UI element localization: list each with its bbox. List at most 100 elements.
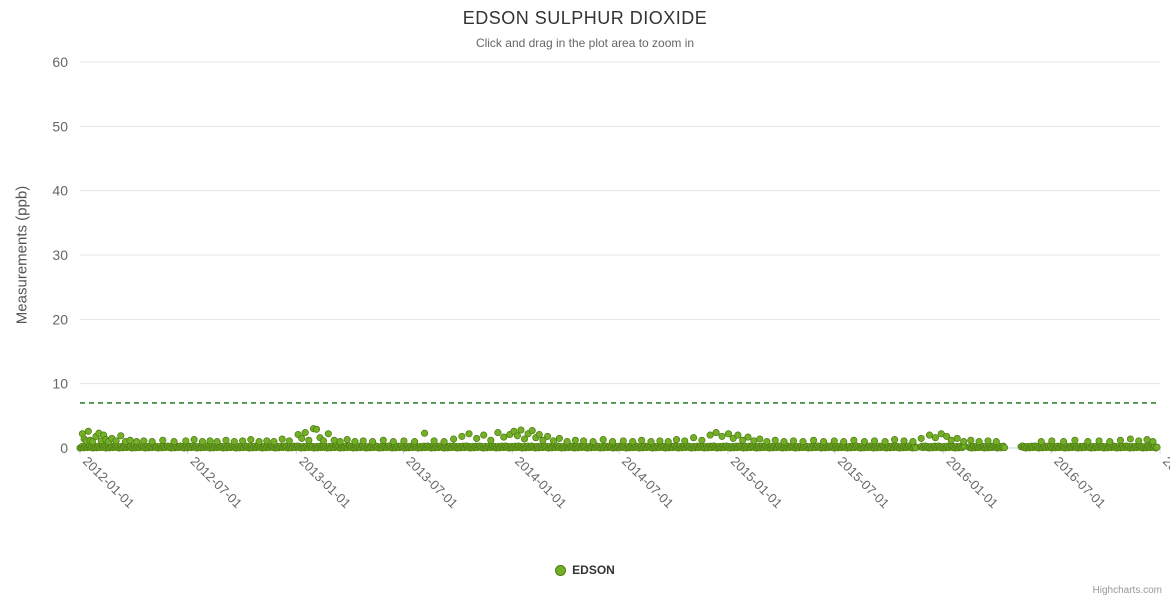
- data-point[interactable]: [520, 435, 529, 443]
- data-point[interactable]: [270, 438, 278, 446]
- data-point[interactable]: [563, 438, 571, 446]
- data-point[interactable]: [170, 438, 178, 446]
- data-point[interactable]: [698, 436, 706, 444]
- data-point[interactable]: [1048, 437, 1056, 445]
- data-point[interactable]: [1095, 437, 1103, 445]
- data-point[interactable]: [389, 438, 397, 446]
- data-point[interactable]: [763, 438, 771, 446]
- data-point[interactable]: [126, 436, 134, 444]
- data-point[interactable]: [198, 438, 206, 446]
- data-point[interactable]: [771, 436, 779, 444]
- data-point[interactable]: [712, 429, 720, 437]
- data-point[interactable]: [351, 438, 359, 446]
- data-point[interactable]: [528, 427, 536, 435]
- data-point[interactable]: [734, 431, 742, 439]
- data-point[interactable]: [343, 436, 351, 444]
- data-point[interactable]: [925, 431, 934, 439]
- data-point[interactable]: [943, 432, 951, 440]
- data-point[interactable]: [1071, 436, 1079, 444]
- data-point[interactable]: [465, 430, 473, 438]
- data-point[interactable]: [544, 432, 552, 440]
- legend-item-edson[interactable]: EDSON: [555, 563, 615, 577]
- data-point[interactable]: [750, 437, 758, 445]
- data-point[interactable]: [285, 437, 293, 445]
- data-point[interactable]: [706, 431, 714, 439]
- data-point[interactable]: [664, 438, 672, 446]
- data-point[interactable]: [599, 436, 607, 444]
- data-point[interactable]: [500, 433, 508, 441]
- data-point[interactable]: [960, 438, 968, 446]
- data-point[interactable]: [88, 438, 96, 446]
- data-point[interactable]: [870, 437, 879, 445]
- data-point[interactable]: [117, 432, 125, 440]
- data-point[interactable]: [1000, 444, 1009, 452]
- data-point[interactable]: [619, 437, 627, 445]
- data-point[interactable]: [305, 436, 313, 444]
- data-point[interactable]: [647, 438, 655, 446]
- credits-link[interactable]: Highcharts.com: [1092, 585, 1162, 596]
- data-point[interactable]: [891, 436, 899, 444]
- data-point[interactable]: [830, 437, 838, 445]
- data-point[interactable]: [975, 438, 983, 446]
- data-point[interactable]: [681, 437, 689, 445]
- data-point[interactable]: [984, 437, 992, 445]
- data-point[interactable]: [535, 430, 543, 439]
- data-point[interactable]: [967, 436, 975, 444]
- data-point[interactable]: [900, 437, 908, 445]
- data-point[interactable]: [690, 434, 698, 442]
- data-point[interactable]: [263, 437, 271, 445]
- data-point[interactable]: [400, 437, 408, 445]
- data-point[interactable]: [487, 436, 495, 444]
- data-point[interactable]: [298, 434, 306, 442]
- data-point[interactable]: [421, 429, 429, 437]
- data-point[interactable]: [571, 436, 579, 444]
- data-point[interactable]: [278, 435, 286, 443]
- data-point[interactable]: [756, 435, 764, 443]
- data-point[interactable]: [440, 438, 448, 446]
- data-point[interactable]: [1149, 438, 1157, 446]
- data-point[interactable]: [133, 438, 141, 446]
- data-point[interactable]: [724, 430, 733, 438]
- data-point[interactable]: [148, 438, 156, 446]
- data-point[interactable]: [369, 438, 377, 446]
- data-point[interactable]: [255, 438, 263, 446]
- data-point[interactable]: [1143, 436, 1151, 444]
- data-point[interactable]: [411, 438, 419, 446]
- data-point[interactable]: [656, 437, 664, 445]
- data-point[interactable]: [744, 433, 752, 441]
- data-point[interactable]: [1060, 438, 1068, 446]
- data-point[interactable]: [860, 438, 868, 446]
- data-point[interactable]: [718, 432, 726, 440]
- data-point[interactable]: [580, 437, 588, 445]
- data-point[interactable]: [629, 438, 637, 446]
- data-point[interactable]: [739, 436, 747, 444]
- data-point[interactable]: [222, 436, 230, 444]
- data-point[interactable]: [182, 437, 190, 445]
- data-point[interactable]: [159, 436, 167, 444]
- data-point[interactable]: [473, 434, 481, 442]
- data-point[interactable]: [239, 437, 247, 445]
- data-point[interactable]: [359, 437, 367, 445]
- data-point[interactable]: [480, 431, 488, 439]
- data-point[interactable]: [379, 436, 387, 444]
- data-point[interactable]: [494, 429, 502, 437]
- data-point[interactable]: [301, 429, 309, 437]
- data-point[interactable]: [517, 426, 525, 434]
- data-point[interactable]: [789, 437, 798, 445]
- data-point[interactable]: [672, 436, 681, 444]
- data-point[interactable]: [947, 436, 955, 444]
- data-point[interactable]: [213, 438, 221, 446]
- data-point[interactable]: [112, 437, 120, 445]
- data-point[interactable]: [992, 438, 1000, 446]
- data-point[interactable]: [450, 435, 458, 443]
- data-point[interactable]: [247, 436, 255, 444]
- data-point[interactable]: [206, 437, 214, 445]
- data-point[interactable]: [850, 436, 858, 444]
- data-point[interactable]: [881, 438, 889, 446]
- data-point[interactable]: [1084, 438, 1092, 446]
- data-point[interactable]: [799, 438, 807, 446]
- data-point[interactable]: [336, 438, 344, 446]
- data-point[interactable]: [589, 438, 597, 446]
- data-point[interactable]: [330, 436, 338, 444]
- data-point[interactable]: [84, 427, 92, 435]
